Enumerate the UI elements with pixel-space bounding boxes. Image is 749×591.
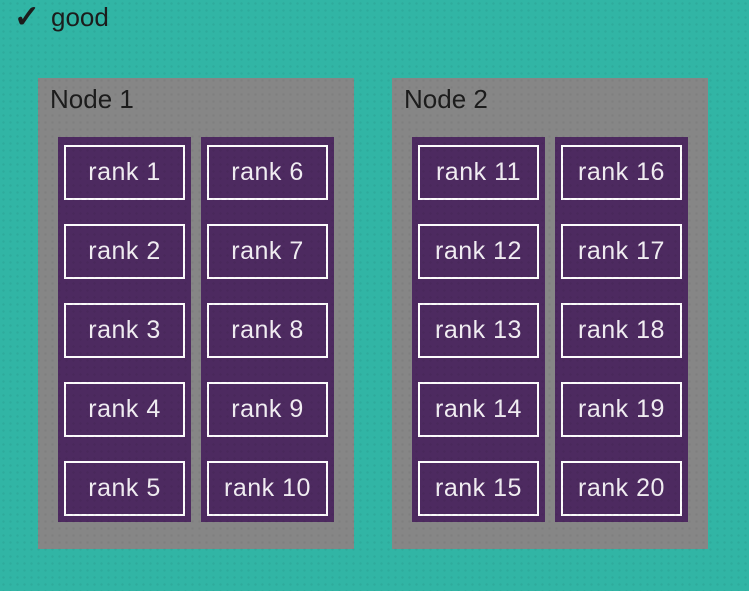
rank-box: rank 11 bbox=[418, 145, 539, 200]
rank-box: rank 3 bbox=[64, 303, 185, 358]
node-box: Node 2 rank 11 rank 12 rank 13 rank 14 rank 1… bbox=[392, 78, 708, 549]
rank-box: rank 20 bbox=[561, 461, 682, 516]
rank-columns: rank 1 rank 2 rank 3 rank 4 rank 5 rank 6 rank… bbox=[58, 137, 334, 522]
rank-box: rank 8 bbox=[207, 303, 328, 358]
status-badge: ✓ good bbox=[14, 0, 109, 34]
rank-box: rank 18 bbox=[561, 303, 682, 358]
rank-box: rank 15 bbox=[418, 461, 539, 516]
rank-box: rank 9 bbox=[207, 382, 328, 437]
rank-column: rank 11 rank 12 rank 13 rank 14 rank 15 bbox=[412, 137, 545, 522]
rank-box: rank 12 bbox=[418, 224, 539, 279]
rank-box: rank 2 bbox=[64, 224, 185, 279]
rank-column: rank 1 rank 2 rank 3 rank 4 rank 5 bbox=[58, 137, 191, 522]
rank-box: rank 16 bbox=[561, 145, 682, 200]
rank-box: rank 14 bbox=[418, 382, 539, 437]
node-label: Node 1 bbox=[50, 84, 134, 114]
rank-box: rank 6 bbox=[207, 145, 328, 200]
node-label: Node 2 bbox=[404, 84, 488, 114]
checkmark-icon: ✓ bbox=[14, 0, 40, 34]
rank-box: rank 1 bbox=[64, 145, 185, 200]
rank-columns: rank 11 rank 12 rank 13 rank 14 rank 15 rank … bbox=[412, 137, 688, 522]
rank-box: rank 5 bbox=[64, 461, 185, 516]
rank-column: rank 16 rank 17 rank 18 rank 19 rank 20 bbox=[555, 137, 688, 522]
rank-box: rank 7 bbox=[207, 224, 328, 279]
rank-box: rank 19 bbox=[561, 382, 682, 437]
rank-box: rank 13 bbox=[418, 303, 539, 358]
status-label: good bbox=[50, 2, 109, 32]
rank-column: rank 6 rank 7 rank 8 rank 9 rank 10 bbox=[201, 137, 334, 522]
rank-box: rank 4 bbox=[64, 382, 185, 437]
rank-box: rank 17 bbox=[561, 224, 682, 279]
rank-box: rank 10 bbox=[207, 461, 328, 516]
nodes-row: Node 1 rank 1 rank 2 rank 3 rank 4 rank 5 rank… bbox=[38, 78, 708, 549]
node-box: Node 1 rank 1 rank 2 rank 3 rank 4 rank 5 rank… bbox=[38, 78, 354, 549]
